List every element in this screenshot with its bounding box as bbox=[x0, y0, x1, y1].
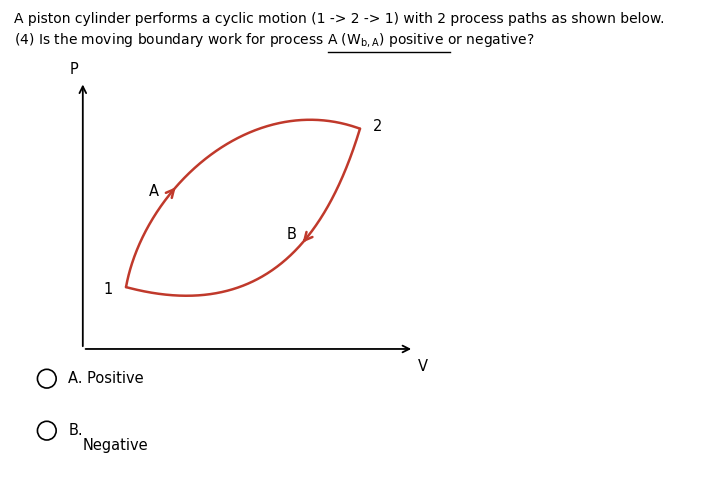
Text: 2: 2 bbox=[373, 119, 382, 134]
Text: Negative: Negative bbox=[83, 438, 148, 453]
Text: A piston cylinder performs a cyclic motion (1 -> 2 -> 1) with 2 process paths as: A piston cylinder performs a cyclic moti… bbox=[14, 12, 665, 26]
Text: (4) Is the moving boundary work for process A (W$_{\rm b,A}$) positive or negati: (4) Is the moving boundary work for proc… bbox=[14, 31, 535, 49]
Text: A: A bbox=[149, 184, 159, 199]
Text: 1: 1 bbox=[104, 282, 113, 297]
Text: P: P bbox=[70, 62, 78, 77]
Text: V: V bbox=[418, 359, 428, 374]
Text: A. Positive: A. Positive bbox=[68, 371, 144, 386]
Text: B: B bbox=[287, 227, 297, 242]
Text: B.: B. bbox=[68, 423, 83, 438]
